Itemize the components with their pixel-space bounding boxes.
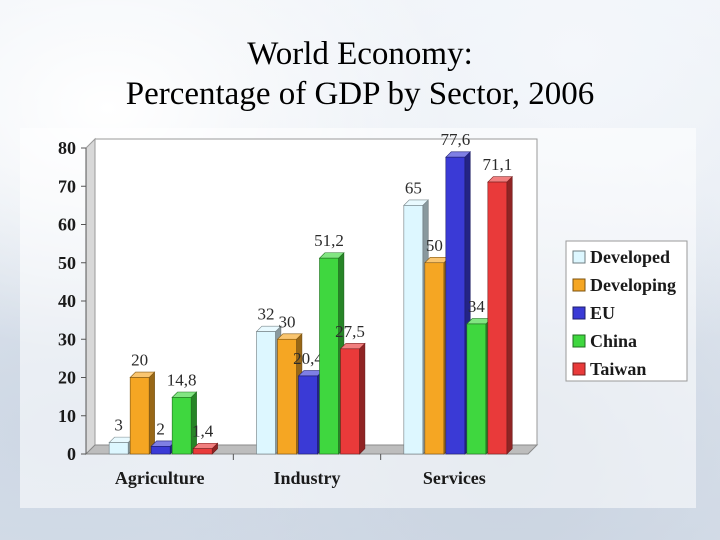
bar-developed [256,331,276,455]
data-label: 1,4 [192,422,214,441]
y-tick-label: 50 [58,253,76,273]
title-line-2: Percentage of GDP by Sector, 2006 [125,76,595,112]
title-line-1: World Economy: [247,36,473,72]
legend-label-developed: Developed [590,247,670,267]
legend-swatch-developing [572,278,586,292]
category-label: Services [423,468,486,488]
data-label: 50 [426,236,443,255]
bar-developing [277,338,297,455]
bar-china [466,323,487,455]
legend-swatch-taiwan [572,362,586,376]
bar-developing [424,262,445,455]
bar-eu [298,375,318,455]
data-label: 51,2 [314,231,344,250]
bar-china [171,397,192,455]
bar-developed [403,205,424,455]
legend-label-china: China [590,331,637,351]
data-label: 2 [156,419,165,438]
bar-taiwan [340,348,360,455]
bar-taiwan [487,181,508,455]
legend-box [565,240,688,382]
y-tick-label: 30 [58,329,76,349]
data-label: 34 [468,297,486,316]
y-tick-label: 0 [67,444,76,464]
y-tick-label: 80 [58,138,76,158]
legend-label-developing: Developing [590,275,676,295]
legend-label-eu: EU [590,303,615,323]
legend-swatch-china [572,334,586,348]
data-label: 71,1 [482,155,512,174]
legend-swatch-developed [572,250,586,264]
bar-side [148,371,155,455]
bar-side [359,342,366,455]
bar-china [319,257,339,455]
data-label: 77,6 [440,130,470,149]
data-label: 3 [114,416,123,435]
bar-developing [129,377,150,455]
legend-swatch-eu [572,306,586,320]
data-label: 65 [405,178,422,197]
y-tick-label: 70 [58,176,76,196]
bar-developed [108,442,129,455]
bar-eu [445,156,466,455]
data-label: 32 [258,305,275,324]
data-label: 20 [131,351,148,370]
category-label: Agriculture [115,468,205,488]
bar-eu [150,446,171,455]
y-tick-label: 20 [58,368,76,388]
data-label: 27,5 [335,322,365,341]
bar-taiwan [192,448,213,455]
legend-label-taiwan: Taiwan [590,359,646,379]
y-tick-label: 10 [58,406,76,426]
category-label: Industry [273,468,340,488]
data-label: 14,8 [167,370,197,389]
data-label: 30 [279,312,296,331]
bar-side [506,175,513,455]
y-tick-label: 40 [58,291,76,311]
slide-title: World Economy: Percentage of GDP by Sect… [0,34,720,114]
data-label: 20,4 [293,349,323,368]
plot-side-wall [85,137,96,456]
y-tick-label: 60 [58,215,76,235]
